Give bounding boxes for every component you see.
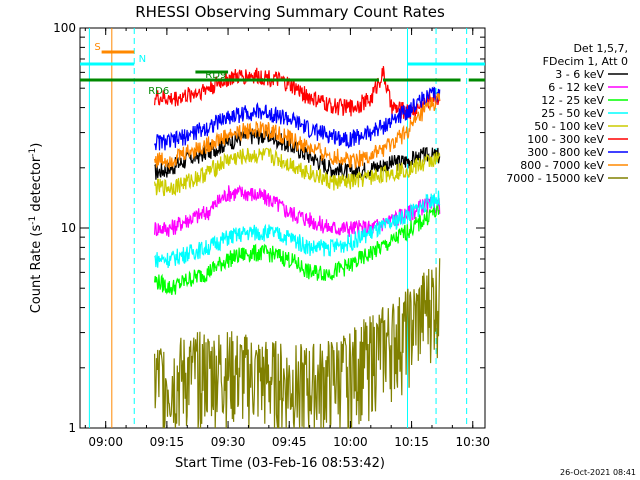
x-tick-label-4: 10:00 — [333, 435, 368, 449]
series-line-8 — [154, 258, 441, 429]
y-axis-label: Count Rate (s-1 detector-1) — [28, 143, 44, 314]
x-tick-label-0: 09:00 — [88, 435, 123, 449]
series-group — [154, 66, 441, 429]
y-axis-ticks: 1 10 100 — [53, 21, 485, 435]
y-label-sup1: -1 — [28, 216, 38, 225]
x-tick-label-6: 10:30 — [455, 435, 490, 449]
series-line-7 — [154, 92, 441, 171]
x-tick-label-2: 09:30 — [211, 435, 246, 449]
series-line-0 — [154, 125, 441, 181]
legend-label-3: 25 - 50 keV — [541, 107, 604, 120]
series-line-2 — [154, 203, 440, 295]
series-line-1 — [154, 184, 441, 238]
series-line-6 — [154, 86, 441, 151]
x-tick-label-3: 09:45 — [272, 435, 307, 449]
state-label-0: S — [94, 42, 100, 53]
x-axis-label: Start Time (03-Feb-16 08:53:42) — [175, 456, 385, 471]
y-tick-label-0: 1 — [68, 421, 76, 435]
y-tick-label-1: 10 — [61, 221, 76, 235]
y-tick-label-2: 100 — [53, 21, 76, 35]
legend-label-8: 7000 - 15000 keV — [506, 172, 604, 185]
series-line-3 — [154, 190, 441, 269]
x-tick-label-1: 09:15 — [150, 435, 185, 449]
x-tick-label-5: 10:15 — [394, 435, 429, 449]
legend-label-0: 3 - 6 keV — [555, 68, 604, 81]
plot-frame — [79, 27, 486, 429]
state-label-2: RD6 — [148, 86, 169, 97]
legend-label-1: 6 - 12 keV — [548, 81, 604, 94]
legend-label-4: 50 - 100 keV — [534, 120, 604, 133]
y-label-close: ) — [29, 143, 44, 148]
legend-header-2: FDecim 1, Att 0 — [543, 55, 628, 68]
legend-header-1: Det 1,5,7, — [573, 42, 628, 55]
state-bars: S N RD6 RD9 — [80, 42, 485, 97]
timestamp: 26-Oct-2021 08:41 — [560, 468, 636, 477]
y-label-main: Count Rate (s — [29, 225, 44, 314]
legend-label-6: 300 - 800 keV — [527, 146, 604, 159]
state-label-1: N — [139, 54, 146, 65]
legend-label-2: 12 - 25 keV — [541, 94, 604, 107]
y-label-tail: detector — [29, 156, 44, 216]
series-line-4 — [154, 147, 441, 197]
legend-label-5: 100 - 300 keV — [527, 133, 604, 146]
series-line-5 — [154, 66, 441, 120]
x-axis-ticks: 09:00 09:15 09:30 09:45 10:00 10:15 10:30 — [84, 28, 490, 449]
y-label-sup2: -1 — [28, 148, 38, 157]
legend-label-7: 800 - 7000 keV — [520, 159, 604, 172]
chart-title: RHESSI Observing Summary Count Rates — [135, 3, 445, 21]
state-label-3: RD9 — [205, 70, 226, 81]
